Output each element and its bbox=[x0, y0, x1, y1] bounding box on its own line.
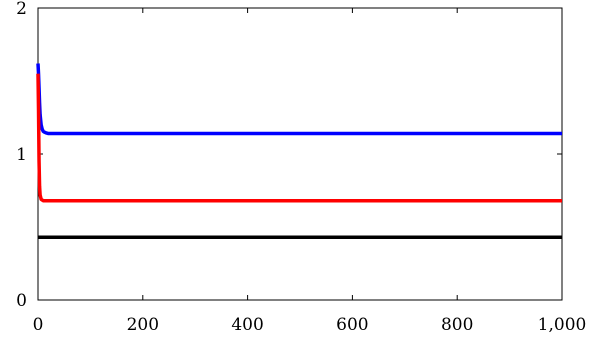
x-tick-label: 0 bbox=[33, 315, 44, 335]
plot-frame bbox=[37, 7, 563, 301]
tick-labels: 0 200 400 600 800 1,000 0 1 2 bbox=[16, 0, 586, 335]
x-tick-label: 800 bbox=[441, 315, 473, 335]
series-line-2 bbox=[36, 73, 562, 203]
x-tick-label: 400 bbox=[231, 315, 263, 335]
x-tick-label: 600 bbox=[336, 315, 368, 335]
series-group bbox=[36, 63, 562, 239]
y-tick-label: 2 bbox=[16, 0, 27, 19]
x-tick-label: 200 bbox=[127, 315, 159, 335]
y-tick-label: 1 bbox=[16, 145, 27, 165]
y-tick-label: 0 bbox=[16, 291, 27, 311]
x-tick-label: 1,000 bbox=[538, 315, 587, 335]
series-line-1 bbox=[36, 63, 562, 136]
axis-ticks bbox=[37, 7, 563, 301]
